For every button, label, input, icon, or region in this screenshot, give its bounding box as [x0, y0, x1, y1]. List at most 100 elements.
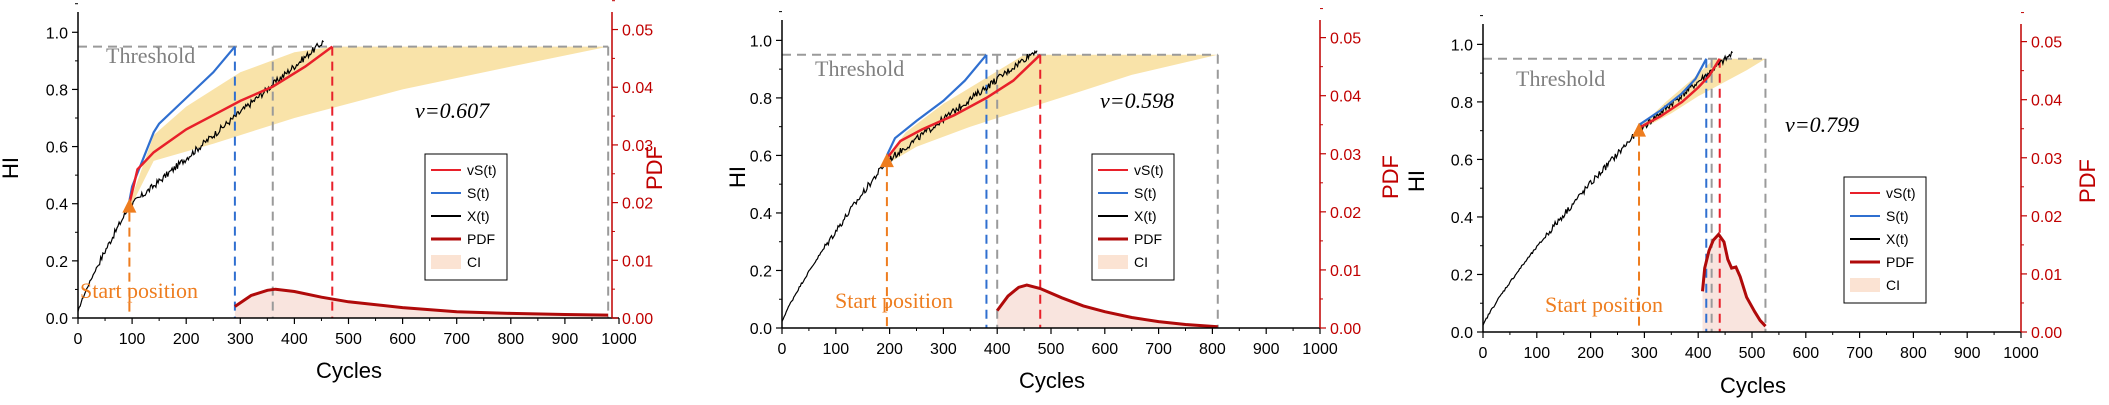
x-tick-label: 0	[1479, 345, 1488, 362]
y-tick-label: 0.4	[750, 206, 772, 223]
x-tick-label: 100	[119, 331, 146, 348]
legend: vS(t) S(t) X(t) PDF CI	[1843, 176, 1927, 304]
right-tick-label: 0.05	[1330, 31, 1361, 48]
ci-band	[129, 46, 609, 210]
y-tick-label: 1.0	[1451, 37, 1473, 54]
pdf-series-line	[234, 287, 609, 317]
y-tick-label: 0.8	[1451, 95, 1473, 112]
y-axis-label: HI	[1404, 170, 1429, 192]
right-tick-label: 0.01	[622, 253, 653, 270]
x-tick-label: 0	[74, 331, 83, 348]
start-position-label: Start position	[835, 288, 953, 313]
y-tick-label: 0.4	[46, 197, 68, 214]
x-tick-label: 500	[1038, 341, 1065, 358]
x-tick-label: 600	[389, 331, 416, 348]
legend-label: S(t)	[1886, 208, 1909, 224]
x-tick-label: 800	[1900, 345, 1927, 362]
legend-label: X(t)	[467, 208, 490, 224]
legend-label: PDF	[467, 231, 495, 247]
x-tick-label: 1000	[1302, 341, 1338, 358]
y-tick-label: 0.2	[46, 254, 68, 271]
pdf-series-line	[1701, 232, 1767, 328]
y-tick-label: 0.2	[750, 263, 772, 280]
x-tick-label: 300	[227, 331, 254, 348]
right-tick-label: 0.02	[1330, 205, 1361, 222]
x-tick-label: 400	[984, 341, 1011, 358]
right-tick-label: 0.05	[622, 23, 653, 40]
right-tick-label: 0.05	[2031, 35, 2062, 52]
y-tick-label: 0.8	[750, 91, 772, 108]
x-tick-label: 1000	[601, 331, 637, 348]
x-tick-label: 600	[1792, 345, 1819, 362]
start-position-label: Start position	[80, 278, 198, 303]
y-tick-label: 0.4	[1451, 210, 1473, 227]
x-axis-label: Cycles	[1019, 368, 1085, 393]
y-tick-label: 0.6	[750, 148, 772, 165]
y-tick-label: 1.0	[46, 25, 68, 42]
right-tick-label: 0.01	[1330, 263, 1361, 280]
y-tick-label: 0.6	[46, 140, 68, 157]
vs-series-line	[885, 53, 1042, 160]
y-tick-label: 0.8	[46, 82, 68, 99]
right-tick-label: 0.03	[2031, 151, 2062, 168]
legend-label: CI	[467, 254, 481, 270]
s-series-line	[885, 54, 988, 156]
x-tick-label: 1000	[2003, 345, 2039, 362]
y-tick-label: 0.6	[1451, 152, 1473, 169]
x-tick-label: 300	[930, 341, 957, 358]
y-tick-label: 0.0	[46, 311, 68, 328]
chart-panel-1: 0 100 200 300 400 500 600 700 800 900 1000 0.0 0.2 0.…	[0, 0, 667, 383]
right-tick-label: 0.04	[1330, 89, 1361, 106]
legend-label: CI	[1134, 254, 1148, 270]
x-tick-label: 600	[1091, 341, 1118, 358]
x-tick-label: 300	[1631, 345, 1658, 362]
right-axis-label: PDF	[642, 146, 667, 190]
right-tick-label: 0.03	[622, 138, 653, 155]
threshold-label: Threshold	[815, 56, 904, 81]
x-tick-label: 800	[497, 331, 524, 348]
y-tick-label: 0.0	[1451, 325, 1473, 342]
pdf-area	[1702, 234, 1766, 332]
legend-swatch	[1098, 255, 1128, 269]
legend-label: S(t)	[467, 185, 490, 201]
start-point-marker	[879, 153, 894, 168]
chart-panel-2: 0 100 200 300 400 500 600 700 800 900 1000 0.0 0.2 0.…	[725, 8, 1403, 393]
legend-label: CI	[1886, 277, 1900, 293]
legend-label: X(t)	[1886, 231, 1909, 247]
x-tick-label: 0	[778, 341, 787, 358]
start-position-label: Start position	[1545, 292, 1663, 317]
right-tick-label: 0.04	[622, 80, 653, 97]
v-value-label: v=0.607	[415, 98, 490, 123]
x-series-line	[77, 40, 324, 312]
x-tick-label: 900	[552, 331, 579, 348]
x-tick-label: 100	[822, 341, 849, 358]
y-axis-label: HI	[725, 166, 750, 188]
x-tick-label: 500	[335, 331, 362, 348]
legend: vS(t) S(t) X(t) PDF CI	[1091, 153, 1175, 281]
x-series-line	[1482, 50, 1733, 326]
right-tick-label: 0.00	[622, 311, 653, 328]
x-tick-label: 700	[1145, 341, 1172, 358]
x-axis-label: Cycles	[316, 358, 382, 383]
x-tick-label: 400	[1685, 345, 1712, 362]
y-axis-label: HI	[0, 157, 23, 179]
vs-series-line	[128, 45, 334, 204]
right-tick-label: 0.02	[622, 196, 653, 213]
x-axis-label: Cycles	[1720, 373, 1786, 398]
ci-band	[1639, 58, 1766, 131]
x-tick-label: 200	[173, 331, 200, 348]
legend-label: vS(t)	[1134, 162, 1164, 178]
y-tick-label: 0.2	[1451, 267, 1473, 284]
legend-label: vS(t)	[1886, 185, 1916, 201]
pdf-series-line	[995, 283, 1218, 329]
legend-swatch	[431, 255, 461, 269]
threshold-label: Threshold	[1516, 66, 1605, 91]
threshold-label: Threshold	[106, 43, 195, 68]
pdf-area	[997, 285, 1218, 328]
s-series-line	[1638, 58, 1708, 126]
legend-swatch	[1850, 278, 1880, 292]
y-tick-label: 1.0	[750, 33, 772, 50]
right-axis-label: PDF	[2075, 159, 2100, 203]
x-series-line	[781, 49, 1038, 322]
